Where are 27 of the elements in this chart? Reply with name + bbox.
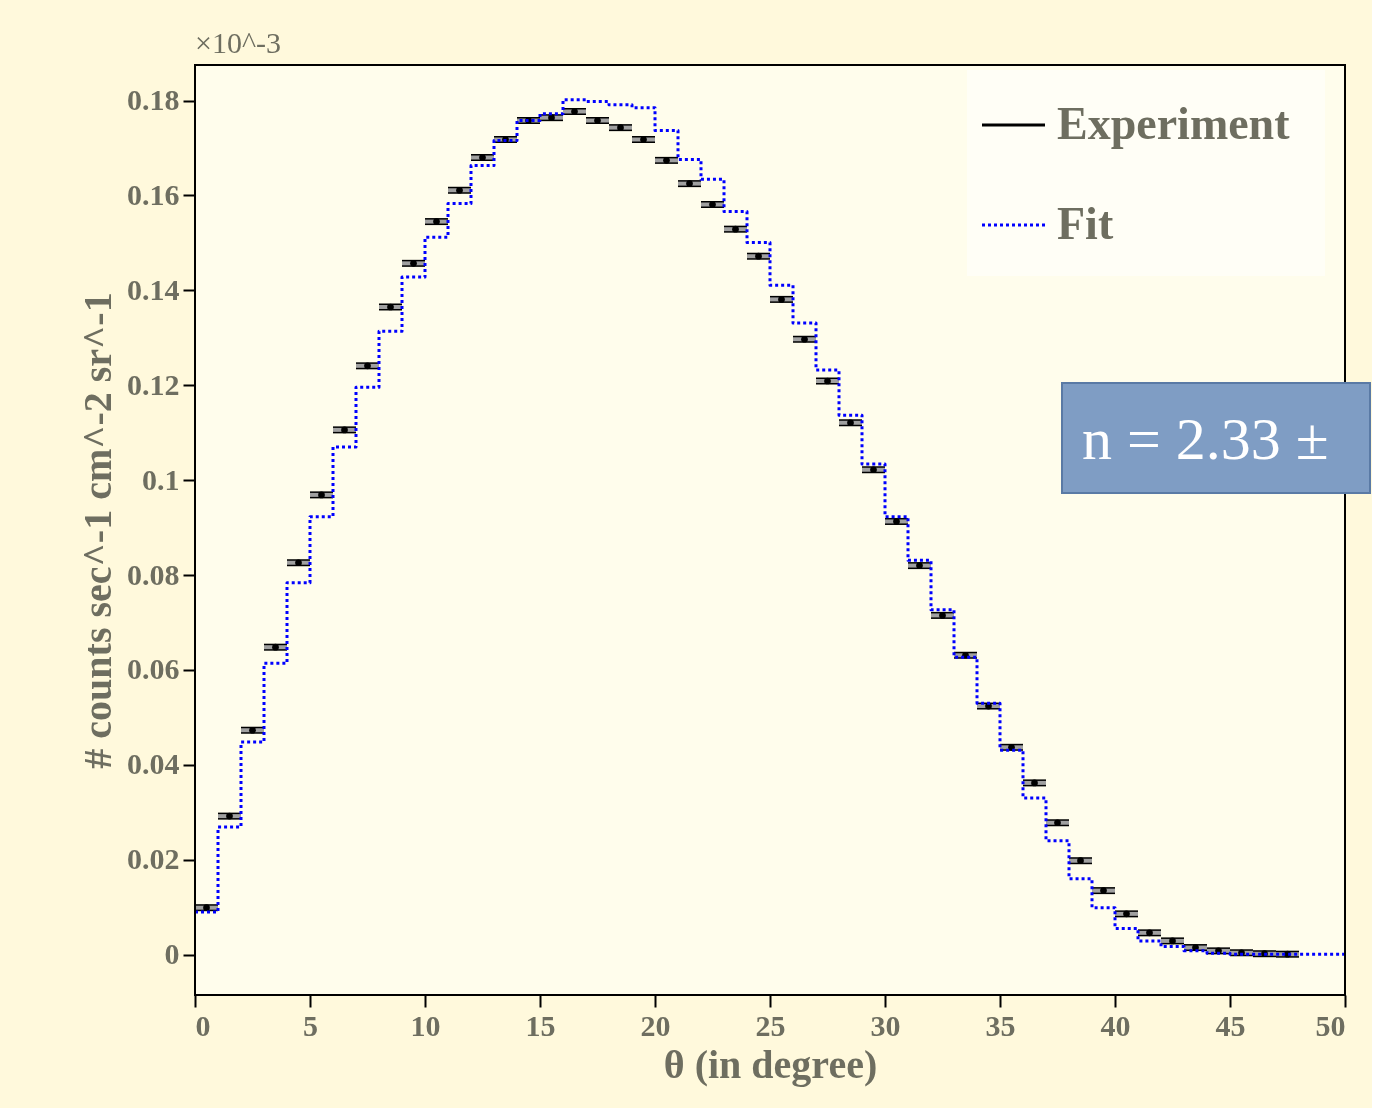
text: ×10^-3 bbox=[195, 26, 281, 59]
x-tick-label: 10 bbox=[410, 1008, 441, 1042]
legend-label: Experiment bbox=[1057, 98, 1291, 149]
y-tick-label: 0.12 bbox=[127, 367, 180, 401]
legend-label: Fit bbox=[1057, 198, 1114, 249]
y-tick-label: 0 bbox=[164, 937, 180, 971]
x-axis-title: θ (in degree) bbox=[663, 1041, 878, 1087]
y-tick-label: 0.14 bbox=[127, 272, 180, 306]
x-tick-label: 45 bbox=[1215, 1008, 1246, 1042]
y-tick-label: 0.06 bbox=[127, 652, 180, 686]
x-tick-label: 20 bbox=[640, 1008, 671, 1042]
x-tick-label: 25 bbox=[755, 1008, 786, 1042]
x-tick-label: 5 bbox=[303, 1008, 318, 1042]
y-tick-label: 0.18 bbox=[127, 83, 180, 117]
x-tick-label: 0 bbox=[195, 1008, 211, 1042]
y-tick-label: 0.04 bbox=[127, 747, 180, 781]
y-tick-label: 0.16 bbox=[127, 177, 180, 211]
x-tick-label: 35 bbox=[985, 1008, 1016, 1042]
x-tick-label: 50 bbox=[1315, 1008, 1346, 1042]
x-tick-label: 15 bbox=[525, 1008, 556, 1042]
x-tick-label: 40 bbox=[1100, 1008, 1131, 1042]
y-axis-title: # counts sec^-1 cm^-2 sr^-1 bbox=[75, 292, 120, 769]
y-tick-label: 0.08 bbox=[127, 557, 180, 591]
x-tick-label: 30 bbox=[870, 1008, 901, 1042]
y-tick-label: 0.02 bbox=[127, 842, 180, 876]
y-tick-label: 0.1 bbox=[142, 462, 180, 496]
annotation: n = 2.33 ± bbox=[1082, 406, 1329, 472]
